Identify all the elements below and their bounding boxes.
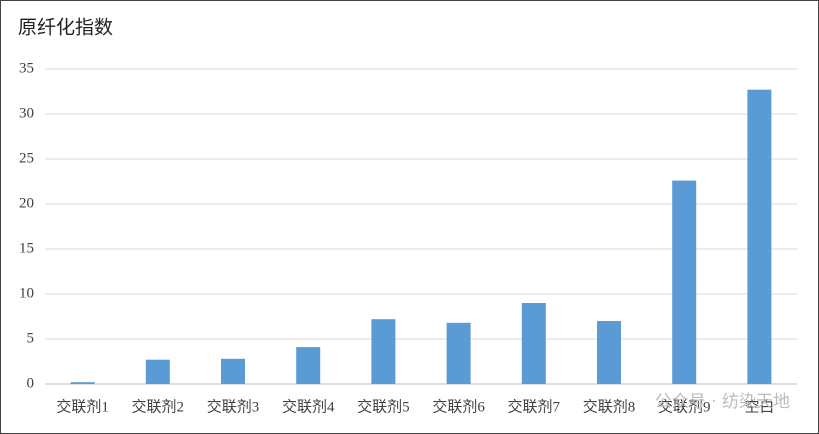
bar: [371, 319, 396, 384]
x-tick-label: 空白: [744, 398, 774, 415]
y-tick-label: 15: [19, 240, 34, 256]
x-tick-label: 交联剂2: [132, 397, 185, 415]
chart-title: 原纤化指数: [18, 17, 113, 39]
x-tick-label: 交联剂7: [508, 397, 561, 415]
y-tick-label: 0: [27, 375, 35, 391]
y-tick-label: 30: [19, 105, 34, 121]
bar: [70, 382, 95, 384]
bar: [521, 303, 546, 384]
x-tick-label: 交联剂5: [357, 397, 410, 415]
y-tick-label: 20: [19, 195, 34, 211]
bar: [597, 321, 621, 384]
bar: [296, 347, 321, 384]
y-tick-label: 5: [27, 330, 35, 346]
bar: [747, 89, 772, 384]
x-tick-label: 交联剂9: [658, 397, 711, 415]
bar: [672, 180, 697, 384]
y-tick-label: 35: [19, 60, 34, 76]
x-tick-label: 交联剂6: [432, 397, 485, 415]
bar: [221, 358, 245, 384]
x-tick-label: 交联剂1: [56, 397, 109, 415]
x-tick-label: 交联剂3: [207, 397, 260, 415]
x-tick-label: 交联剂4: [282, 397, 335, 415]
y-tick-label: 10: [19, 285, 34, 301]
x-tick-label: 交联剂8: [583, 397, 636, 415]
bar: [446, 322, 471, 384]
bar: [145, 359, 170, 384]
y-tick-label: 25: [19, 150, 34, 166]
watermark: 公众号 · 纺染天地: [655, 392, 790, 412]
